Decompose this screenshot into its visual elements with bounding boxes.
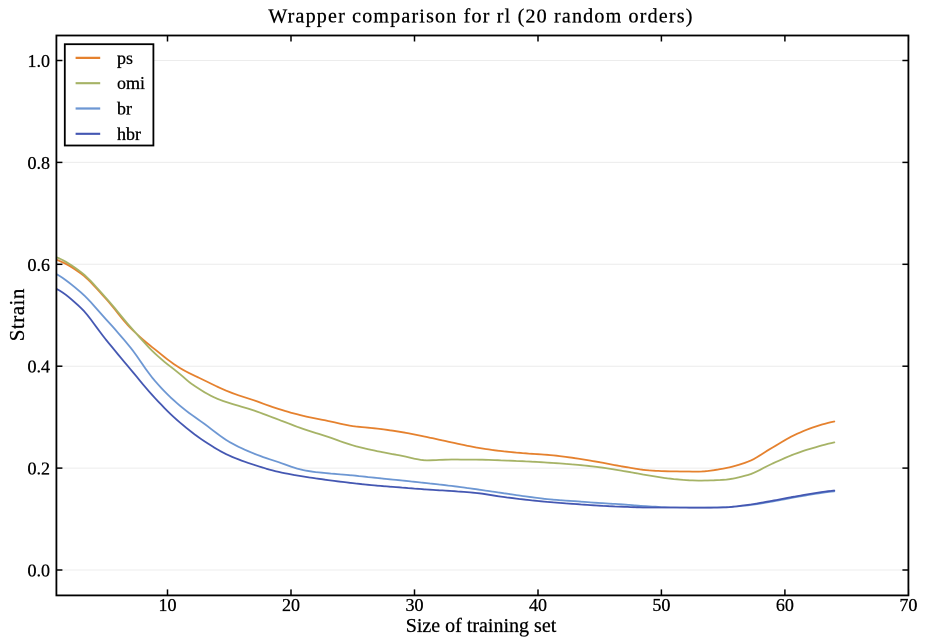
svg-text:0.8: 0.8	[28, 153, 51, 173]
svg-text:60: 60	[776, 595, 794, 615]
svg-text:50: 50	[652, 595, 670, 615]
svg-text:1.0: 1.0	[28, 51, 51, 71]
svg-text:Size of training set: Size of training set	[406, 615, 557, 637]
svg-text:omi: omi	[117, 73, 145, 93]
svg-text:0.2: 0.2	[28, 459, 51, 479]
svg-text:20: 20	[282, 595, 300, 615]
svg-text:ps: ps	[117, 48, 133, 68]
svg-text:70: 70	[899, 595, 917, 615]
svg-text:br: br	[117, 99, 132, 119]
svg-text:10: 10	[159, 595, 177, 615]
svg-text:Wrapper comparison for rl (20: Wrapper comparison for rl (20 random ord…	[268, 6, 693, 28]
svg-text:0.4: 0.4	[28, 357, 51, 377]
svg-text:0.6: 0.6	[28, 255, 51, 275]
svg-text:30: 30	[406, 595, 424, 615]
svg-text:0.0: 0.0	[28, 561, 51, 581]
svg-text:hbr: hbr	[117, 124, 141, 144]
svg-text:Strain: Strain	[5, 288, 29, 341]
svg-text:40: 40	[529, 595, 547, 615]
